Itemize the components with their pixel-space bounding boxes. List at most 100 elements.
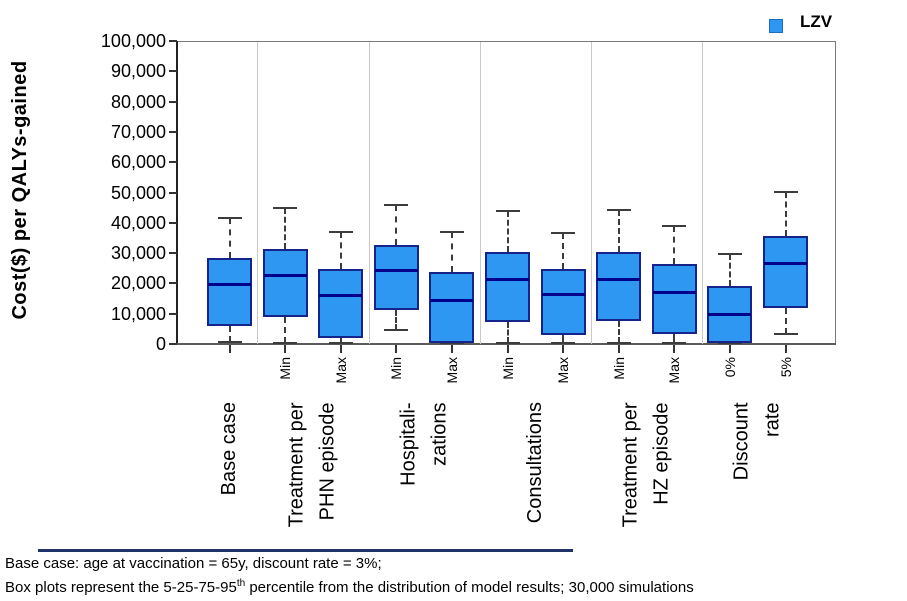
xtick-mark [228, 345, 231, 353]
box-rect [318, 268, 364, 338]
x-axis-line [176, 343, 836, 345]
ytick-mark [169, 343, 177, 345]
ytick-label: 80,000 [110, 91, 166, 112]
ytick-label: 70,000 [110, 121, 166, 142]
whisker-cap-upper [717, 253, 742, 256]
ytick-mark [169, 191, 177, 194]
whisker-upper [339, 231, 342, 269]
xtick-mark [339, 345, 342, 353]
xtick-sublabel: Max [666, 357, 683, 384]
whisker-cap-lower [273, 342, 298, 344]
median-line [430, 299, 474, 303]
whisker-upper [395, 204, 398, 246]
ytick-label: 0 [155, 334, 166, 354]
xtick-sublabel: Max [555, 357, 572, 384]
legend-label: LZV [800, 12, 833, 31]
whisker-upper [228, 218, 231, 259]
whisker-lower [228, 326, 231, 343]
xtick-sublabel: Max [332, 357, 349, 384]
ytick-label: 60,000 [110, 152, 166, 173]
xtick-mark [450, 345, 453, 353]
ytick-label: 10,000 [110, 303, 166, 324]
median-line [208, 282, 251, 286]
ytick-mark [169, 40, 177, 42]
group-label: Treatment per HZ episode [619, 402, 673, 527]
xtick-mark [284, 345, 287, 353]
whisker-cap-lower [773, 332, 798, 335]
xtick-sublabel: Min [277, 357, 294, 380]
xtick-sublabel: Max [443, 357, 460, 384]
whisker-upper [450, 232, 453, 273]
whisker-upper [506, 210, 509, 253]
ytick-mark [169, 282, 177, 285]
box-rect [540, 269, 586, 335]
ytick-mark [169, 100, 177, 103]
whisker-cap-upper [773, 190, 798, 193]
box-rect [596, 252, 642, 322]
whisker-upper [784, 191, 787, 237]
ytick-mark [169, 221, 177, 224]
legend-swatch-icon [769, 19, 783, 33]
box-rect [651, 263, 697, 334]
ytick-mark [169, 70, 177, 73]
box-rect [262, 249, 308, 318]
whisker-cap-upper [662, 224, 687, 227]
whisker-lower [284, 317, 287, 344]
footnote-line2-text: Box plots represent the 5-25-75-95 [5, 579, 237, 596]
whisker-upper [673, 225, 676, 264]
whisker-lower [617, 321, 620, 343]
whisker-upper [284, 207, 287, 250]
xtick-mark [784, 345, 787, 353]
ytick-label: 30,000 [110, 243, 166, 264]
footnote-superscript: th [236, 578, 246, 589]
xtick-mark [506, 345, 509, 353]
ytick-label: 40,000 [110, 212, 166, 233]
group-separator [702, 42, 704, 344]
median-line [263, 274, 307, 278]
median-line [541, 293, 585, 297]
footnote-underline [38, 549, 573, 552]
whisker-cap-lower [217, 341, 242, 344]
box-rect [429, 272, 475, 344]
whisker-lower [339, 337, 342, 344]
box-rect [763, 236, 808, 308]
whisker-cap-lower [384, 328, 409, 331]
ytick-label: 90,000 [110, 61, 166, 82]
box-rect [485, 252, 530, 323]
whisker-cap-upper [606, 209, 631, 212]
xtick-sublabel: Min [388, 357, 405, 380]
whisker-upper [617, 210, 620, 253]
whisker-cap-upper [328, 230, 353, 233]
xtick-mark [673, 345, 676, 353]
whisker-lower [562, 334, 565, 344]
y-axis-line [176, 41, 178, 344]
ytick-mark [169, 252, 177, 255]
median-line [708, 312, 752, 316]
group-separator [590, 42, 592, 344]
footnote-line2: Box plots represent the 5-25-75-95th per… [5, 574, 694, 597]
xtick-sublabel: 5% [777, 357, 794, 378]
whisker-cap-upper [495, 209, 520, 212]
xtick-mark [395, 345, 398, 353]
whisker-cap-upper [273, 206, 298, 209]
median-line [764, 261, 807, 265]
whisker-lower [395, 310, 398, 330]
xtick-mark [617, 345, 620, 353]
whisker-lower [506, 322, 509, 343]
ytick-mark [169, 161, 177, 164]
group-separator [257, 42, 259, 344]
footnote-line1: Base case: age at vaccination = 65y, dis… [5, 555, 382, 572]
ytick-label: 20,000 [110, 273, 166, 294]
median-line [597, 277, 641, 281]
whisker-cap-lower [328, 342, 353, 344]
ytick-label: 100,000 [100, 31, 166, 51]
whisker-cap-upper [217, 217, 242, 220]
group-label: Treatment per PHN episode [285, 402, 339, 527]
group-label: Hospitali- zations [397, 402, 451, 486]
whisker-cap-upper [384, 203, 409, 206]
whisker-cap-lower [606, 341, 631, 344]
xtick-mark [562, 345, 565, 353]
whisker-upper [728, 254, 731, 287]
whisker-upper [562, 233, 565, 270]
ytick-label: 50,000 [110, 182, 166, 203]
